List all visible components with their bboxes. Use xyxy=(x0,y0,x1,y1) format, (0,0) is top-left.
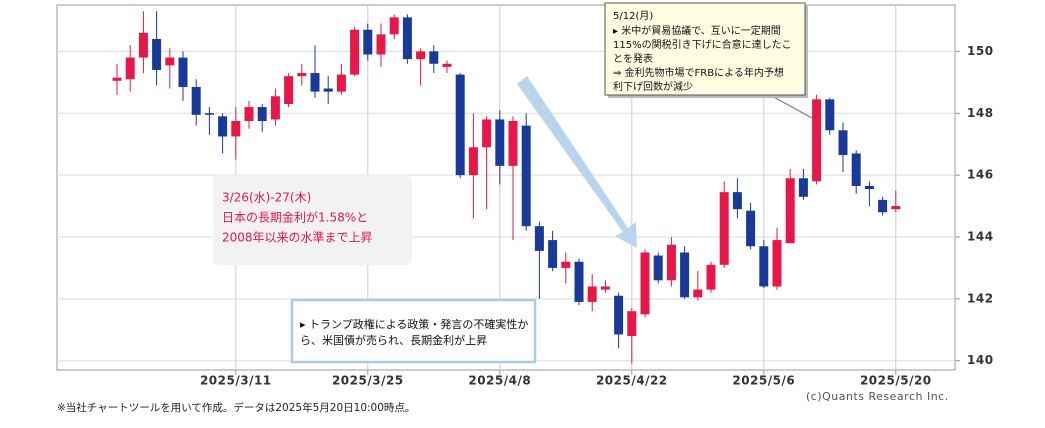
candle-body xyxy=(666,244,676,281)
candle-body xyxy=(429,51,439,64)
candle-body xyxy=(244,107,254,121)
x-tick-label: 2025/5/6 xyxy=(732,374,795,388)
candle-body xyxy=(376,34,386,55)
candle-body xyxy=(746,210,756,247)
candle-body xyxy=(297,73,307,77)
annotation-text: ▸ 米中が貿易協議で、互いに一定期間 xyxy=(613,24,781,37)
x-tick-label: 2025/5/20 xyxy=(860,374,932,388)
x-tick-label: 2025/4/22 xyxy=(596,374,668,388)
candle-body xyxy=(614,295,624,335)
candle-body xyxy=(112,77,122,81)
candle-body xyxy=(402,17,412,60)
candle-body xyxy=(838,130,848,156)
candle-body xyxy=(191,86,201,115)
annotation-box xyxy=(290,298,537,364)
y-tick-label: 148 xyxy=(967,106,994,120)
y-tick-label: 142 xyxy=(967,291,994,305)
candle-body xyxy=(719,192,729,265)
candle-body xyxy=(125,57,135,80)
candle-body xyxy=(336,74,346,92)
annotation-text: 日本の長期金利が1.58%と xyxy=(222,210,368,225)
y-tick-label: 140 xyxy=(967,353,994,367)
candle-body xyxy=(561,261,571,268)
candle-body xyxy=(231,120,241,137)
candle-body xyxy=(653,255,663,281)
x-tick-label: 2025/3/25 xyxy=(332,374,404,388)
candle-body xyxy=(495,119,505,166)
candles xyxy=(112,11,901,364)
candle-body xyxy=(482,119,492,148)
annotation-text: 115%の関税引き下げに合意に達したこ xyxy=(613,38,792,51)
annotation-text: とを発表 xyxy=(613,52,653,65)
candle-body xyxy=(825,99,835,131)
candle-body xyxy=(548,240,558,268)
candle-body xyxy=(680,252,690,298)
candle-body xyxy=(442,63,452,67)
candle-body xyxy=(310,73,320,92)
annotation-text: 3/26(水)-27(木) xyxy=(222,191,311,205)
candle-body xyxy=(587,286,597,302)
candle-body xyxy=(284,76,294,104)
candle-body xyxy=(772,240,782,287)
candle-body xyxy=(785,178,795,244)
annotation-text: ▸ トランプ政権による政策・発言の不確実性か xyxy=(300,317,528,331)
y-tick-label: 146 xyxy=(967,168,994,182)
candle-body xyxy=(270,96,280,120)
candle-body xyxy=(204,113,214,115)
candle-body xyxy=(812,99,822,182)
candle-body xyxy=(600,286,610,290)
candle-body xyxy=(468,147,478,176)
candle-body xyxy=(178,57,188,87)
trend-arrow xyxy=(517,76,637,248)
candle-body xyxy=(416,51,426,60)
candle-body xyxy=(455,74,465,176)
candle-body xyxy=(693,289,703,298)
candle-body xyxy=(508,120,518,166)
candle-body xyxy=(363,29,373,55)
x-tick-label: 2025/3/11 xyxy=(200,374,272,388)
candle-body xyxy=(574,261,584,302)
annotation-text: 利下げ回数が減少 xyxy=(613,80,693,93)
candle-body xyxy=(218,116,228,137)
annotation-text: ⇒ 金利先物市場でFRBによる年内予想 xyxy=(613,66,784,79)
annotation-text: 5/12(月) xyxy=(613,10,653,22)
y-tick-label: 144 xyxy=(967,229,994,243)
candle-body xyxy=(732,192,742,210)
candle-body xyxy=(521,125,531,227)
candle-body xyxy=(864,185,874,190)
candle-body xyxy=(759,246,769,287)
candle-body xyxy=(257,107,267,121)
candle-body xyxy=(798,178,808,197)
candle-body xyxy=(165,57,175,66)
annotation-text: 2008年以来の水準まで上昇 xyxy=(222,230,373,245)
candle-body xyxy=(627,311,637,336)
candle-body xyxy=(152,39,162,70)
annotation-text: ら、米国債が売られ、長期金利が上昇 xyxy=(300,333,487,347)
candle-body xyxy=(323,88,333,92)
candle-body xyxy=(706,264,716,290)
candle-body xyxy=(138,32,148,58)
candle-body xyxy=(534,226,544,251)
callout-line xyxy=(769,94,813,119)
footnote: ※当社チャートツールを用いて作成。データは2025年5月20日10:00時点。 xyxy=(57,401,415,414)
credit: (c)Quants Research Inc. xyxy=(806,390,949,403)
candle-body xyxy=(891,206,901,210)
candle-body xyxy=(878,199,888,213)
candle-body xyxy=(640,252,650,315)
y-tick-label: 150 xyxy=(967,44,994,58)
candle-body xyxy=(389,17,399,35)
x-tick-label: 2025/4/8 xyxy=(468,374,531,388)
candle-body xyxy=(350,29,360,75)
candle-body xyxy=(851,153,861,186)
annotation-box xyxy=(604,2,806,96)
annotation-box xyxy=(213,175,412,265)
